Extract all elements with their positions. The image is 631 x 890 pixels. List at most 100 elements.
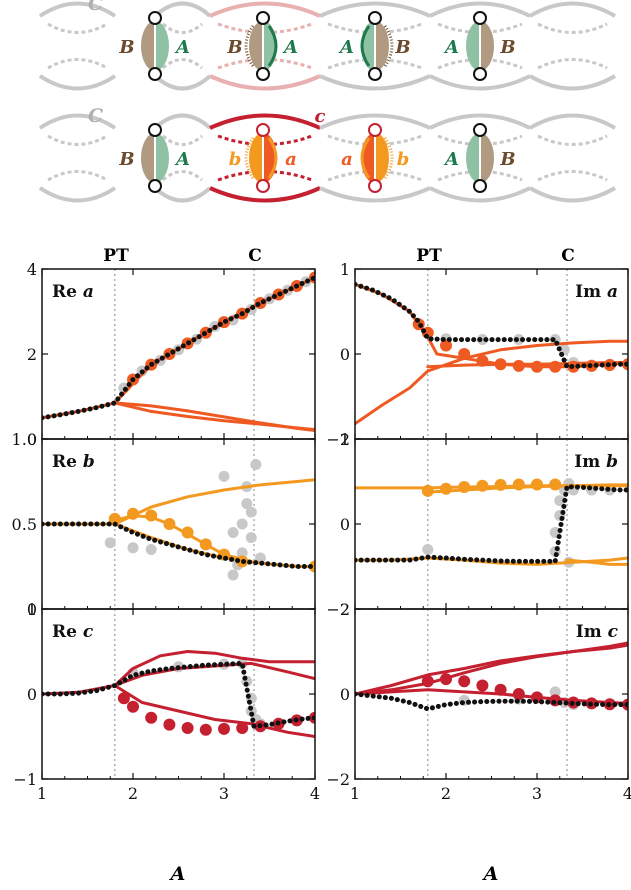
series-marker	[421, 484, 434, 497]
series-marker	[117, 692, 130, 705]
chain-link	[153, 113, 212, 130]
y-tick-label: 0.5	[12, 515, 37, 534]
unit-arc	[360, 137, 371, 179]
gray-point	[104, 537, 116, 549]
x-tick-label: 3	[532, 784, 542, 803]
y-tick-label: 0	[27, 685, 37, 704]
unit-node-bottom	[368, 67, 382, 81]
chain-link-dashed	[537, 134, 608, 146]
exact-curve	[355, 281, 628, 370]
unit-node-bottom	[148, 67, 162, 81]
diagram-corner-label: C	[88, 105, 103, 127]
chain-link	[429, 74, 531, 91]
series-marker	[421, 675, 434, 688]
chain-link	[319, 186, 431, 203]
gray-point	[145, 544, 157, 555]
chain-link-dashed	[47, 170, 108, 182]
unit-left-half	[141, 133, 155, 183]
unit-left-half	[249, 21, 263, 71]
chain-link-dashed	[217, 58, 313, 70]
y-tick-label: −1	[13, 770, 37, 789]
chain-link-dashed	[537, 170, 608, 182]
panel-label-part: Im	[576, 622, 608, 642]
panel-label-part: Re	[52, 282, 83, 302]
unit-right-half	[155, 133, 169, 183]
x-tick-label: 4	[623, 784, 631, 803]
series-marker	[494, 478, 507, 491]
exact-curve	[42, 660, 315, 730]
series-marker	[512, 478, 525, 491]
unit-node-top	[368, 11, 382, 25]
gray-point	[549, 686, 561, 698]
series-marker	[440, 673, 452, 686]
plot-area	[355, 281, 628, 426]
panel-label: Re b	[52, 452, 95, 472]
chain-link	[153, 186, 212, 203]
chain-link-dashed	[327, 170, 423, 182]
unit-right-half	[375, 21, 389, 71]
chain-link	[528, 113, 617, 130]
unit-node-bottom	[368, 179, 382, 193]
chain-link	[38, 1, 117, 18]
x-axis-label-left: A	[169, 863, 186, 885]
plot-area	[42, 459, 315, 581]
series-marker	[549, 478, 562, 491]
unit-right-half	[480, 21, 494, 71]
x-axis-label-right: A	[482, 863, 499, 885]
x-tick-label: 1	[37, 784, 47, 803]
y-tick-label: −2	[326, 770, 350, 789]
series-marker	[476, 354, 489, 367]
series-marker	[531, 478, 543, 491]
unit-node-top	[368, 123, 382, 137]
transition-header: PT C PT C	[103, 246, 574, 266]
chain-link-dashed	[162, 58, 203, 70]
unit-arc-dotted	[383, 25, 394, 67]
diagram-corner-label: C	[88, 0, 103, 15]
unit-node-bottom	[148, 179, 162, 193]
series-marker	[458, 348, 471, 360]
panel-im-c: 1 2 3 4 −2 0 2 Im c	[326, 600, 631, 803]
panel-label-part: Re	[52, 452, 83, 472]
unit-node-top	[256, 123, 270, 137]
chain-link-dashed	[537, 22, 608, 34]
unit-label-left: A	[443, 37, 459, 58]
series-curve	[565, 558, 628, 566]
panel-im-a: −1 0 1 Im a	[326, 260, 629, 449]
gray-point	[250, 459, 262, 470]
gray-point	[227, 527, 239, 538]
panel-label-part: Im	[575, 282, 607, 302]
pt-header-left: PT	[103, 246, 129, 266]
unit-node-top	[473, 11, 487, 25]
chain-link-dashed	[327, 22, 423, 34]
series-curve	[113, 684, 315, 738]
chain-link	[319, 1, 431, 18]
exact-curve	[42, 275, 315, 421]
unit-label-right: B	[499, 37, 515, 58]
series-marker	[145, 509, 158, 522]
gray-point	[227, 569, 239, 581]
gray-point	[218, 470, 230, 482]
panel-label: Im a	[575, 282, 618, 302]
unit-node-top	[256, 11, 270, 25]
panel-label-part: Im	[574, 452, 606, 472]
panel-label-var: a	[607, 282, 618, 302]
series-curve	[113, 276, 315, 405]
y-tick-label: 0	[340, 515, 350, 534]
gray-point	[236, 547, 248, 559]
gray-point	[127, 542, 139, 554]
exact-curve	[355, 483, 628, 564]
panel-label: Re a	[52, 282, 94, 302]
x-tick-label: 1	[350, 784, 360, 803]
series-marker	[476, 679, 489, 692]
y-tick-label: 0	[27, 430, 37, 449]
panel-label: Im c	[576, 622, 619, 642]
chain-link	[38, 186, 117, 203]
series-marker	[145, 711, 158, 724]
unit-arc	[360, 25, 371, 67]
panel-im-b: −2 0 2 Im b	[326, 430, 629, 619]
chain-link-dashed	[162, 22, 203, 34]
gray-point	[554, 495, 566, 507]
